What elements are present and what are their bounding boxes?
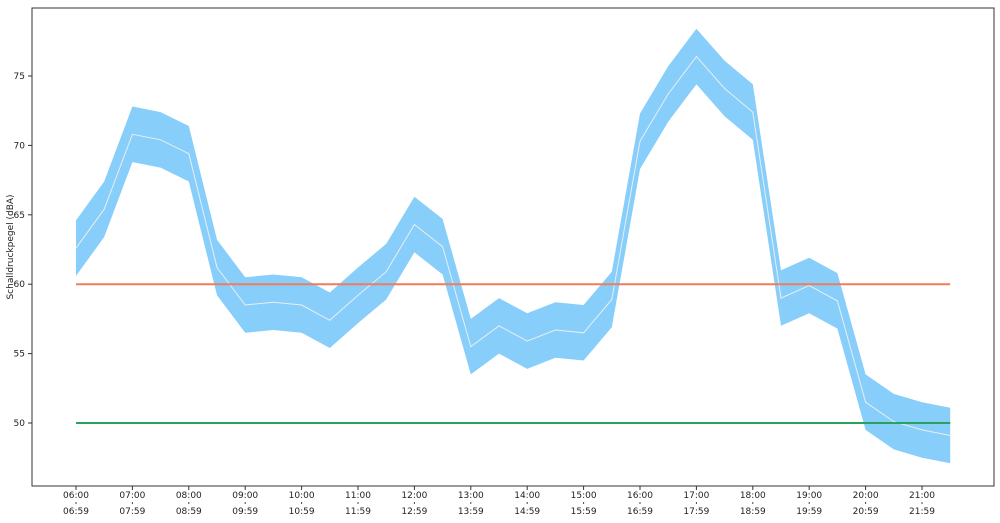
series-line [75, 55, 951, 436]
x-tick-label-start: 07:00 [119, 491, 145, 501]
data-point [470, 346, 472, 348]
x-tick-label-start: 08:00 [176, 491, 202, 501]
x-tick-label-end: 17:59 [683, 507, 709, 517]
y-tick-label: 75 [14, 72, 25, 82]
data-point [695, 56, 698, 58]
data-point [385, 271, 387, 273]
data-point [188, 153, 190, 155]
x-tick-label-start: 10:00 [289, 491, 315, 501]
data-point [103, 208, 105, 210]
x-tick-label-end: 19:59 [796, 507, 822, 517]
plot-frame [31, 7, 995, 487]
data-point [554, 329, 557, 331]
x-tick-label-start: 06:00 [63, 491, 89, 501]
data-point [413, 223, 415, 226]
x-tick-label-end: 07:59 [119, 507, 145, 517]
y-tick-label: 70 [14, 141, 26, 151]
data-point [893, 421, 895, 423]
data-point [498, 325, 500, 327]
data-point [583, 332, 585, 334]
x-tick-label-end: 20:59 [853, 507, 879, 517]
data-point [301, 304, 303, 306]
data-point [526, 340, 528, 342]
x-tick-label-end: 12:59 [401, 507, 427, 517]
x-tick-label-start: 15:00 [571, 491, 597, 501]
data-point [611, 298, 613, 301]
y-axis: 50 55 60 65 70 75 [14, 72, 32, 429]
x-tick-label-end: 10:59 [289, 507, 315, 517]
x-tick-label-start: 09:00 [232, 491, 258, 501]
y-tick-label: 50 [14, 419, 26, 429]
data-point [216, 266, 218, 269]
x-tick-label-end: 14:59 [514, 507, 540, 517]
x-tick-label-start: 18:00 [740, 491, 766, 501]
x-tick-label-start: 12:00 [401, 491, 427, 501]
data-point [808, 285, 810, 287]
x-tick-label-end: 18:59 [740, 507, 766, 517]
x-tick-label-start: 11:00 [345, 491, 371, 501]
data-point [244, 304, 246, 306]
x-tick-label-start: 14:00 [514, 491, 540, 501]
x-tick-label-start: 16:00 [627, 491, 653, 501]
data-point [724, 87, 726, 90]
data-point [75, 247, 77, 249]
x-tick-label-start: 17:00 [683, 491, 709, 501]
data-point [639, 140, 641, 142]
y-tick-label: 55 [14, 350, 25, 360]
x-tick-label-end: 21:59 [909, 507, 935, 517]
data-point [921, 429, 923, 431]
data-point [780, 297, 782, 299]
data-point [667, 93, 669, 95]
x-tick-label-end: 06:59 [63, 507, 89, 517]
data-point [131, 133, 133, 135]
data-point [865, 401, 867, 403]
x-tick-label-end: 11:59 [345, 507, 371, 517]
data-point [752, 111, 754, 113]
confidence-band [76, 28, 951, 464]
x-tick-label-end: 09:59 [232, 507, 258, 517]
x-tick-label-end: 13:59 [458, 507, 484, 517]
data-point [160, 139, 162, 141]
x-tick-label-end: 08:59 [176, 507, 202, 517]
y-tick-label: 60 [14, 280, 26, 290]
x-tick-label-end: 16:59 [627, 507, 653, 517]
data-point [272, 301, 274, 303]
y-tick-label: 65 [14, 211, 25, 221]
x-tick-label-start: 19:00 [796, 491, 822, 501]
x-tick-label-end: 15:59 [571, 507, 597, 517]
data-point [329, 319, 331, 321]
data-point [442, 246, 444, 248]
data-point [949, 434, 951, 437]
y-axis-label: Schalldruckpegel (dBA) [6, 194, 16, 299]
plot-area [75, 28, 951, 464]
x-tick-label-start: 21:00 [909, 491, 935, 501]
data-point [836, 300, 839, 302]
x-tick-label-start: 13:00 [458, 491, 484, 501]
data-point [357, 294, 359, 296]
x-axis: 06:00 06:59 07:00 07:59 08:00 08:59 09:00 09:59… [63, 486, 935, 517]
x-tick-label-start: 20:00 [853, 491, 879, 501]
